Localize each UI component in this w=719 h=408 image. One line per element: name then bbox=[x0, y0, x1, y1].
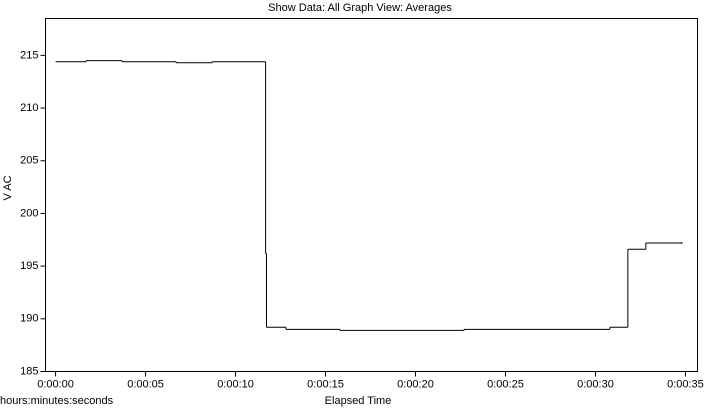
x-tick-label: 0:00:20 bbox=[397, 378, 434, 390]
plot-frame bbox=[45, 18, 698, 372]
x-tick-label: 0:00:00 bbox=[37, 378, 74, 390]
x-axis-label: Elapsed Time bbox=[325, 395, 392, 407]
y-tick-label: 185 bbox=[20, 365, 38, 377]
line-end-point bbox=[681, 242, 683, 244]
y-axis-label: V AC bbox=[2, 175, 14, 200]
y-tick-label: 205 bbox=[20, 155, 38, 167]
x-tick-label: 0:00:35 bbox=[667, 378, 704, 390]
x-tick-label: 0:00:10 bbox=[217, 378, 254, 390]
x-tick-label: 0:00:05 bbox=[127, 378, 164, 390]
chart-title: Show Data: All Graph View: Averages bbox=[268, 2, 452, 14]
x-tick-label: 0:00:25 bbox=[487, 378, 524, 390]
x-tick-label: 0:00:15 bbox=[307, 378, 344, 390]
y-tick-label: 210 bbox=[20, 102, 38, 114]
y-tick-label: 195 bbox=[20, 260, 38, 272]
y-tick-label: 200 bbox=[20, 207, 38, 219]
y-tick-label: 215 bbox=[20, 49, 38, 61]
x-tick-label: 0:00:30 bbox=[577, 378, 614, 390]
y-tick-label: 190 bbox=[20, 313, 38, 325]
x-unit-label: hours:minutes:seconds bbox=[0, 395, 114, 407]
